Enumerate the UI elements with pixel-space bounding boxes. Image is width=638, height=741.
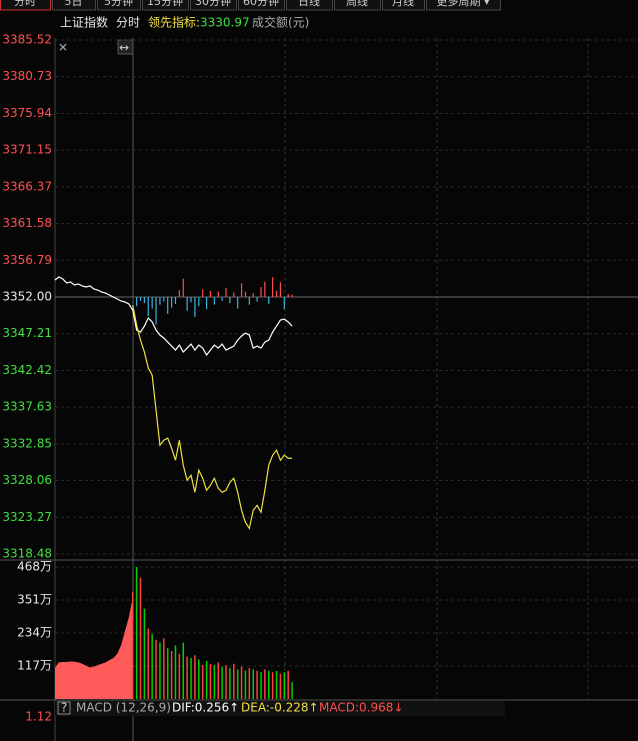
tab[interactable] <box>0 0 51 11</box>
volume-area <box>55 597 133 699</box>
tab-label[interactable]: 更多周期 ▾ <box>436 0 489 8</box>
y-tick-label: 3318.48 <box>2 547 52 561</box>
tab-label[interactable]: 5日 <box>65 0 83 8</box>
y-tick-label: 3323.27 <box>2 510 52 524</box>
tab[interactable] <box>190 0 237 11</box>
y-tick-label: 3371.15 <box>2 143 52 157</box>
y-tick-label: 3337.63 <box>2 400 52 414</box>
macd-title: MACD (12,26,9) <box>76 701 171 715</box>
y-tick-label: 3380.73 <box>2 69 52 83</box>
tab[interactable] <box>382 0 425 11</box>
y-tick-label: 3375.94 <box>2 106 52 120</box>
y-tick-label: 3385.52 <box>2 33 52 47</box>
tab[interactable] <box>97 0 141 11</box>
indicator-label: 领先指标: <box>148 15 200 30</box>
help[interactable]: ? <box>61 701 67 715</box>
tab-label[interactable]: 15分钟 <box>147 0 183 8</box>
volume-tick-label: 468万 <box>17 560 52 574</box>
y-tick-label: 3366.37 <box>2 179 52 193</box>
y-tick-label: 3332.85 <box>2 436 52 450</box>
tab-label[interactable]: 5分钟 <box>104 0 133 8</box>
macd-value: MACD:0.968↓ <box>319 701 403 715</box>
macd-tick: 1.12 <box>25 710 52 724</box>
tab-label[interactable]: 60分钟 <box>243 0 279 8</box>
volume-tick-label: 234万 <box>17 626 52 640</box>
y-tick-label: 3356.79 <box>2 253 52 267</box>
tab-label[interactable]: 月线 <box>392 0 414 8</box>
tab-bar: 分时 5日 5分钟 15分钟 30分钟 60分钟 日线 周线 月线 更多周期 ▾ <box>0 0 501 11</box>
mode: 分时 <box>116 16 140 30</box>
y-tick-label: 3361.58 <box>2 216 52 230</box>
tab[interactable] <box>334 0 381 11</box>
tab-label[interactable]: 日线 <box>298 0 320 8</box>
y-tick-label: 3347.21 <box>2 326 52 340</box>
price-line <box>132 304 293 530</box>
tab[interactable] <box>142 0 189 11</box>
tab[interactable] <box>426 0 501 11</box>
tab-label[interactable]: 30分钟 <box>195 0 231 8</box>
y-tick-label: 3352.00 <box>2 290 52 304</box>
indicator-value: 3330.97 <box>200 16 250 30</box>
tab[interactable] <box>286 0 333 11</box>
tab-label[interactable]: 周线 <box>346 0 368 8</box>
dea: DEA:-0.228↑ <box>241 701 319 715</box>
price-line <box>54 276 293 357</box>
resize-icon-glyph: ↔ <box>119 41 129 55</box>
y-tick-label: 3342.42 <box>2 363 52 377</box>
volume-label: 成交额(元) <box>252 15 309 30</box>
tab-label[interactable]: 分时 <box>14 0 36 8</box>
macd-bar <box>55 701 505 716</box>
close-icon[interactable]: ✕ <box>58 41 68 55</box>
tab[interactable] <box>238 0 285 11</box>
volume-tick-label: 117万 <box>17 659 52 673</box>
tab[interactable] <box>52 0 96 11</box>
y-tick-label: 3328.06 <box>2 473 52 487</box>
volume-tick-label: 351万 <box>17 593 52 607</box>
index-name: 上证指数 <box>60 15 108 30</box>
help-box[interactable] <box>57 701 71 715</box>
dif: DIF:0.256↑ <box>172 701 239 715</box>
